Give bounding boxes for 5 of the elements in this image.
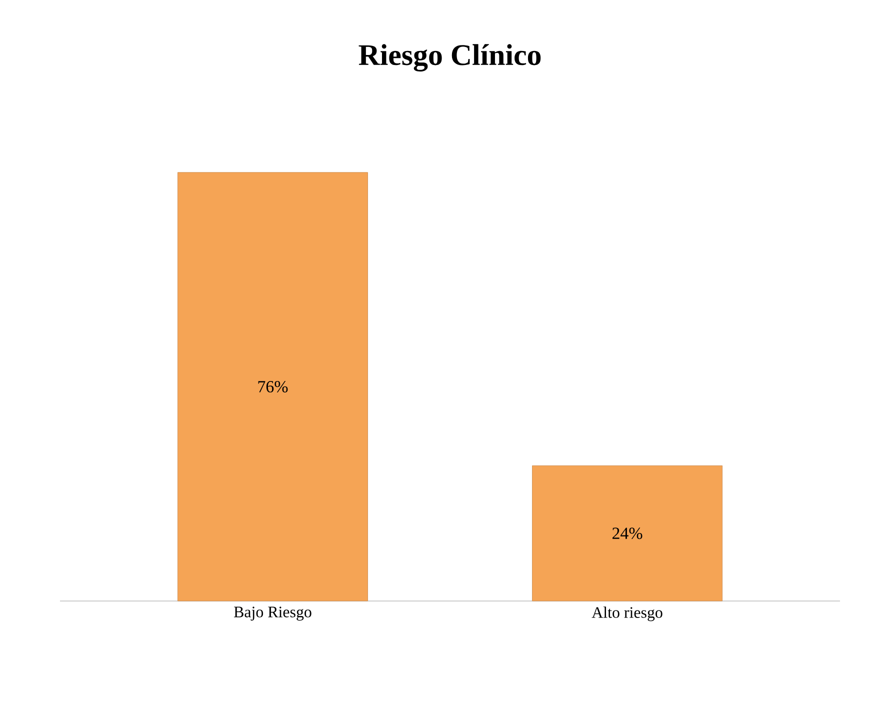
data-label: 76% <box>258 380 288 392</box>
chart-title: Riesgo Clínico <box>358 44 541 72</box>
x-tick-label: Alto riesgo <box>592 606 662 622</box>
x-tick-label: Bajo Riesgo <box>234 606 312 621</box>
data-label: 24% <box>612 528 642 540</box>
